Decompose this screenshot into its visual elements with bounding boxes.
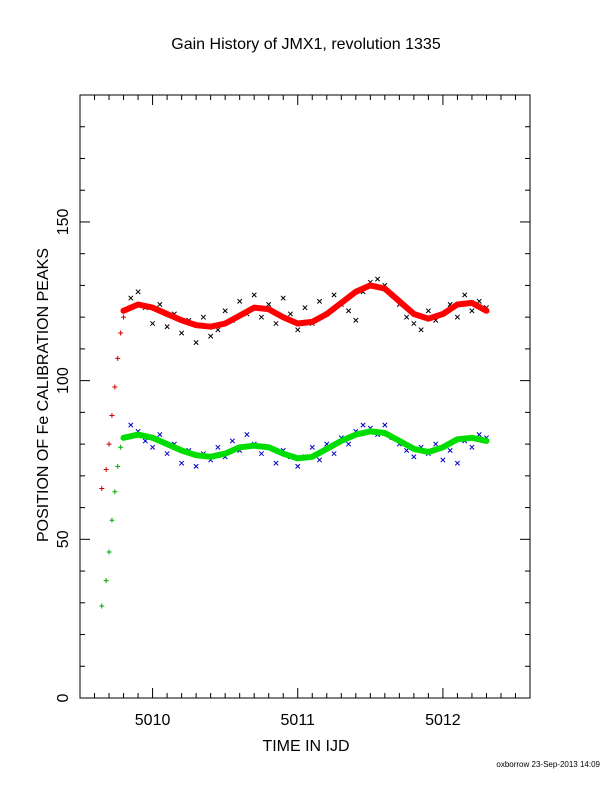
y-tick-label: 0 (55, 693, 72, 702)
data-point (316, 298, 323, 304)
data-point (353, 317, 359, 323)
data-point (193, 463, 199, 469)
data-point (309, 444, 315, 450)
data-point (469, 308, 475, 314)
data-point (135, 289, 141, 295)
rise-point (99, 486, 105, 492)
x-tick-label: 5012 (425, 712, 461, 729)
rise-point (121, 314, 127, 320)
data-point (157, 432, 163, 438)
fit-line (120, 428, 490, 462)
data-point (411, 320, 417, 327)
rise-point (115, 355, 121, 361)
y-tick-label: 150 (55, 209, 72, 236)
data-point (150, 320, 156, 327)
data-point (237, 298, 243, 304)
rise-point (112, 384, 118, 390)
data-point (418, 327, 424, 333)
data-point (179, 460, 185, 466)
y-axis-label: POSITION OF Fe CALIBRATION PEAKS (35, 248, 52, 542)
data-point (164, 451, 170, 457)
data-point (375, 276, 381, 282)
series-1 (128, 422, 490, 469)
data-point (454, 314, 460, 320)
data-point (273, 460, 279, 466)
tick-labels: 0 50 100 150 5010 5011 5012 (55, 209, 461, 729)
y-tick-label: 50 (55, 530, 72, 548)
rise-point (115, 463, 121, 469)
data-point (433, 441, 439, 447)
rise-point (103, 466, 109, 472)
data-point (215, 444, 221, 450)
series-5 (120, 428, 490, 462)
data-point (193, 339, 199, 346)
data-point (287, 311, 294, 317)
rise-point (109, 413, 115, 419)
data-point (157, 301, 163, 308)
data-point (258, 451, 265, 457)
data-point (360, 422, 366, 428)
y-tick-label: 100 (55, 367, 72, 394)
data-point (331, 292, 337, 298)
data-point (469, 444, 475, 450)
x-tick-label: 5010 (135, 712, 171, 729)
data-point (382, 422, 388, 428)
data-point (345, 308, 352, 314)
data-point (302, 305, 308, 311)
data-marks (99, 276, 490, 609)
data-point (266, 301, 272, 308)
fit-line (120, 282, 490, 330)
data-point (251, 292, 257, 298)
data-point (411, 454, 417, 460)
data-point (454, 460, 460, 466)
data-point (273, 320, 279, 327)
series-0 (128, 276, 490, 346)
rise-point (118, 330, 124, 336)
rise-point (118, 444, 124, 450)
rise-point (103, 578, 109, 584)
data-point (295, 327, 301, 333)
data-point (295, 463, 301, 469)
data-point (462, 292, 468, 298)
series-2 (99, 314, 127, 492)
data-point (128, 422, 134, 428)
x-tick-label: 5011 (281, 712, 316, 729)
data-point (222, 308, 228, 314)
rise-point (112, 489, 118, 495)
data-point (404, 314, 410, 320)
data-point (345, 441, 352, 447)
data-point (229, 438, 235, 444)
series-4 (120, 282, 490, 330)
data-point (208, 333, 214, 339)
data-point (258, 314, 265, 320)
chart-title: Gain History of JMX1, revolution 1335 (171, 36, 441, 53)
x-axis-label: TIME IN IJD (262, 738, 350, 755)
rise-point (106, 549, 112, 555)
data-point (128, 295, 134, 301)
series-3 (99, 435, 127, 609)
data-point (440, 457, 446, 463)
data-point (164, 324, 170, 330)
data-point (150, 444, 156, 450)
data-point (425, 308, 431, 314)
data-point (200, 314, 206, 320)
rise-point (109, 517, 115, 523)
footer-stamp: oxborrow 23-Sep-2013 14:09 (496, 760, 600, 769)
data-point (280, 295, 286, 301)
data-point (316, 457, 323, 463)
data-point (244, 432, 250, 438)
rise-point (106, 441, 112, 447)
plot-frame (79, 94, 531, 699)
data-point (447, 447, 453, 454)
rise-point (99, 603, 105, 609)
data-point (331, 451, 337, 457)
axis-ticks (79, 94, 531, 699)
data-point (179, 330, 185, 336)
